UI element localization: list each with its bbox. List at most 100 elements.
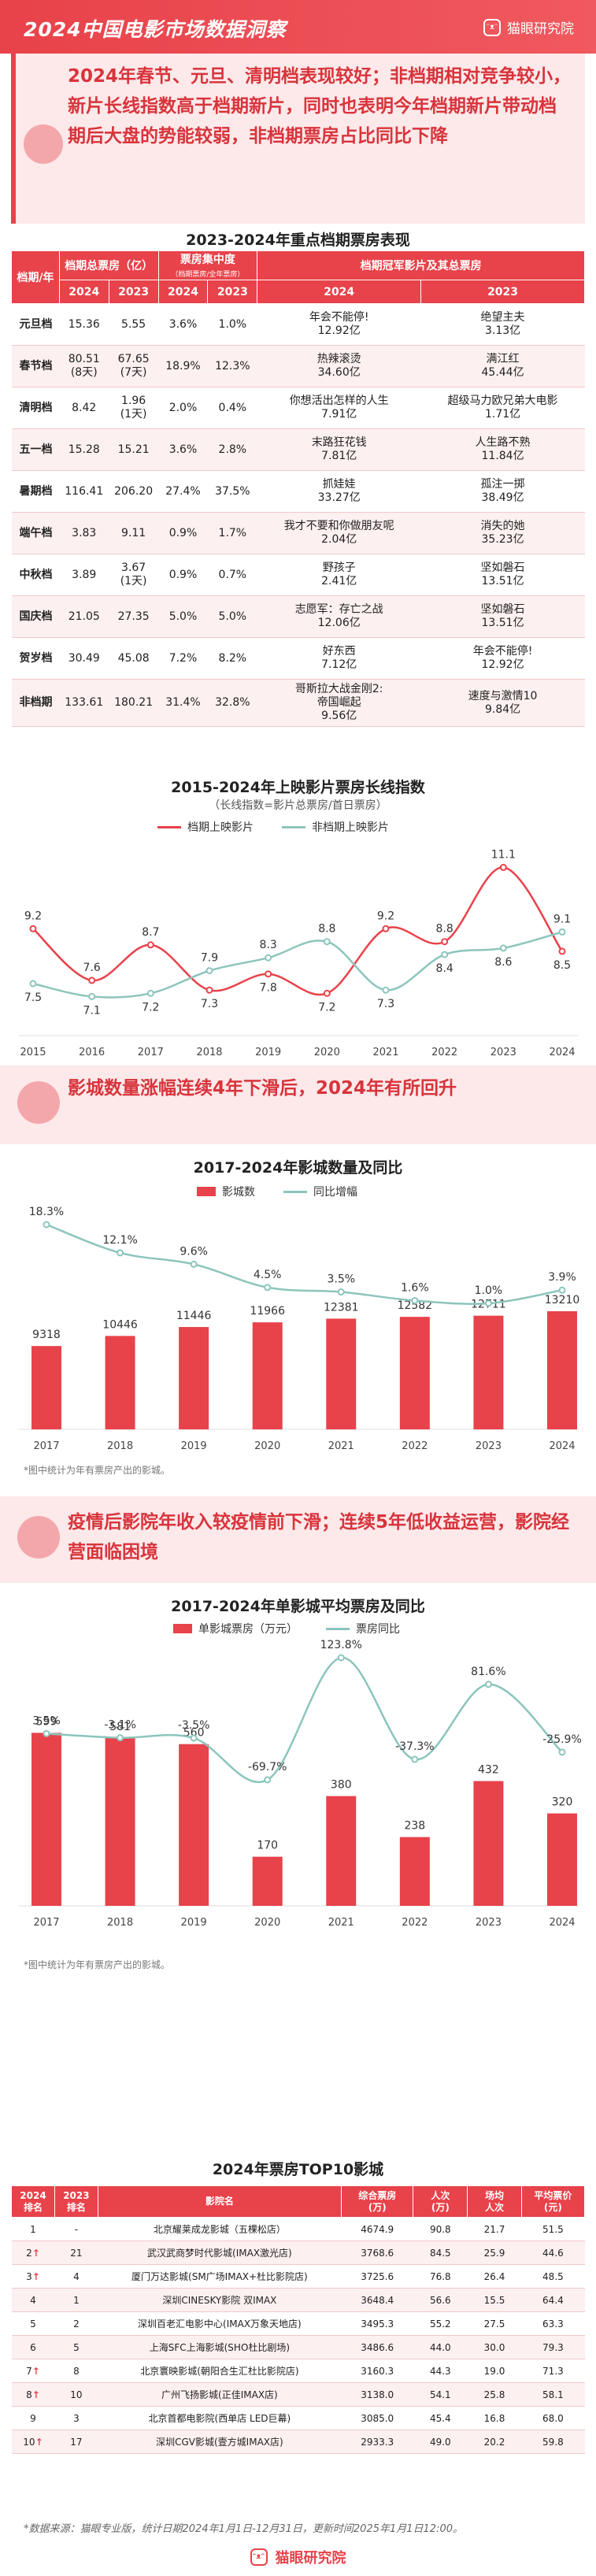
table-row: 3↑ 4 厦门万达影城(SM广场IMAX+杜比影院店) 3725.6 76.8 26.4 4…	[11, 2264, 585, 2289]
line-value-label: 9.6%	[180, 1245, 208, 1258]
avg-per-show: 19.0	[467, 2359, 522, 2383]
rank-2023: 10	[54, 2382, 98, 2407]
chart1-svg: 2015 2016 2017 2018 2019 2020 2021 2022 2023 2024…	[19, 848, 578, 1058]
season-row: 中秋档 3.89 3.67 (1天) 0.9% 0.7% 野孩子 2.41亿 坚如磐石 13.51…	[11, 554, 585, 596]
avg-per-show: 25.8	[467, 2382, 522, 2407]
data-point	[190, 1260, 198, 1268]
data-label: 8.3	[260, 939, 277, 951]
avg-price: 79.3	[521, 2335, 585, 2359]
champ-2023: 超级马力欧兄弟大电影 1.71亿	[420, 387, 585, 429]
line-value-label: 12.1%	[102, 1234, 137, 1247]
champ-2024: 野孩子 2.41亿	[257, 554, 421, 596]
data-point	[558, 1748, 566, 1756]
rank-2024: 1	[11, 2217, 55, 2241]
share-2024: 7.2%	[158, 637, 208, 680]
gross: 3495.3	[341, 2311, 413, 2336]
x-tick-label: 2021	[328, 1917, 354, 1929]
table-row: 1- 北京耀莱成龙影城（五棵松店） 4674.9 90.8 21.7 51.5	[11, 2217, 585, 2241]
data-point	[146, 941, 154, 949]
brand-logo: ᵔᴥᵔ 猫眼研究院	[483, 17, 574, 37]
rank-2023: 1	[54, 2288, 98, 2312]
th-col: 2023 排名	[54, 2185, 98, 2218]
bar	[252, 1856, 283, 1906]
rank-2023: 3	[54, 2406, 98, 2430]
box-2023: 15.21	[109, 428, 159, 471]
section2-band: 影城数量涨幅连续4年下滑后，2024年有所回升	[0, 1066, 596, 1144]
data-point	[484, 1299, 492, 1307]
share-2024: 3.6%	[158, 428, 208, 471]
champ-2024: 志愿军：存亡之战 12.06亿	[257, 595, 421, 638]
table-row: 8↑ 10 广州飞扬影城(正佳IMAX店) 3138.0 54.1 25.8 58.1	[11, 2382, 585, 2407]
share-2024: 5.0%	[158, 595, 208, 638]
box-2024: 30.49	[59, 637, 109, 680]
data-point	[411, 1755, 419, 1763]
gross: 3648.4	[341, 2288, 413, 2312]
x-tick-label: 2022	[431, 1047, 457, 1058]
th-y2024: 2024	[58, 280, 109, 304]
table2-title: 2024年票房TOP10影城	[212, 2161, 384, 2178]
decorative-bubble-icon	[24, 124, 63, 164]
data-point	[29, 980, 37, 988]
table-row: 7↑ 8 北京寰映影城(朝阳合生汇杜比影院店) 3160.3 44.3 19.0 71.3	[11, 2359, 585, 2383]
share-2024: 0.9%	[158, 554, 208, 596]
data-point	[265, 954, 272, 962]
bar	[31, 1346, 61, 1429]
box-2024: 133.61	[59, 679, 109, 727]
avg-per-show: 30.0	[467, 2335, 522, 2359]
section3-band: 疫情后影院年收入较疫情前下滑；连续5年低收益运营，影院经营面临困境	[0, 1496, 596, 1583]
data-point	[43, 1729, 50, 1737]
legend-swatch	[283, 1190, 307, 1193]
season-row: 端午档 3.83 9.11 0.9% 1.7% 我才不要和你做朋友呢 2.04亿 消失的她 35…	[11, 512, 585, 554]
header-bar: 2024中国电影市场数据洞察 ᵔᴥᵔ 猫眼研究院	[0, 0, 596, 54]
th-champ: 档期冠军影片及其总票房	[257, 250, 585, 280]
data-label: 9.2	[24, 910, 42, 922]
data-point	[337, 1288, 345, 1296]
season-row: 贺岁档 30.49 45.08 7.2% 8.2% 好东西 7.12亿 年会不能停! 12.92…	[11, 637, 585, 680]
cat-logo-icon: ᵔᴥᵔ	[250, 2548, 268, 2566]
bar-value-label: 238	[404, 1820, 425, 1833]
legend-item: 单影城票房（万元）	[173, 1621, 298, 1636]
footnote: *数据来源：猫眼专业版，统计日期2024年1月1日-12月31日，更新时间202…	[24, 2523, 463, 2535]
season-name: 国庆档	[11, 595, 60, 638]
data-label: 8.8	[436, 923, 453, 936]
bar-value-label: 12582	[398, 1299, 433, 1312]
x-tick-label: 2018	[107, 1917, 133, 1929]
season-row: 春节档 80.51 (8天) 67.65 (7天) 18.9% 12.3% 热辣滚烫 34.60…	[11, 345, 585, 387]
champ-2024: 抓娃娃 33.27亿	[257, 470, 421, 513]
data-point	[499, 944, 507, 952]
legend-item: 非档期上映影片	[282, 819, 389, 835]
gross: 3160.3	[341, 2359, 413, 2383]
section2-text: 影城数量涨幅连续4年下滑后，2024年有所回升	[68, 1078, 457, 1099]
avg-per-show: 25.9	[467, 2241, 522, 2265]
chart3-legend: 单影城票房（万元） 票房同比	[173, 1621, 400, 1636]
rank-2023: 17	[54, 2430, 98, 2454]
champ-2023: 坚如磐石 13.51亿	[420, 595, 585, 638]
th-share: 票房集中度 （档期票房/全年票房）	[157, 250, 258, 280]
line-value-label: -25.9%	[542, 1733, 582, 1746]
avg-per-show: 27.5	[467, 2311, 522, 2336]
share-2024: 3.6%	[158, 303, 208, 346]
legend-swatch	[326, 1627, 350, 1630]
box-2024: 3.83	[59, 512, 109, 554]
bar-value-label: 11966	[250, 1305, 285, 1318]
decorative-bubble-icon	[17, 1081, 60, 1124]
bar	[105, 1737, 135, 1906]
share-2024: 31.4%	[158, 679, 208, 727]
x-tick-label: 2017	[33, 1917, 59, 1929]
table-row: 5 2 深圳百老汇电影中心(IMAX万象天地店) 3495.3 55.2 27.5 63.3	[11, 2311, 585, 2336]
x-tick-label: 2018	[196, 1047, 222, 1058]
share-2024: 18.9%	[158, 345, 208, 387]
admissions: 49.0	[413, 2430, 468, 2454]
box-2024: 15.28	[59, 428, 109, 471]
chart1-title: 2015-2024年上映影片票房长线指数	[171, 779, 425, 796]
chart1-legend: 档期上映影片 非档期上映影片	[157, 819, 389, 835]
rank-2024: 5	[11, 2311, 55, 2336]
legend-label: 票房同比	[356, 1623, 400, 1636]
avg-price: 68.0	[521, 2406, 585, 2430]
series-line	[32, 931, 563, 999]
line-value-label: 3.5%	[327, 1273, 355, 1286]
avg-price: 44.6	[521, 2241, 585, 2265]
share-2023: 1.0%	[207, 303, 257, 346]
season-name: 清明档	[11, 387, 60, 429]
table-row: 4 1 深圳CINESKY影院 双IMAX 3648.4 56.6 15.5 64.4	[11, 2288, 585, 2312]
